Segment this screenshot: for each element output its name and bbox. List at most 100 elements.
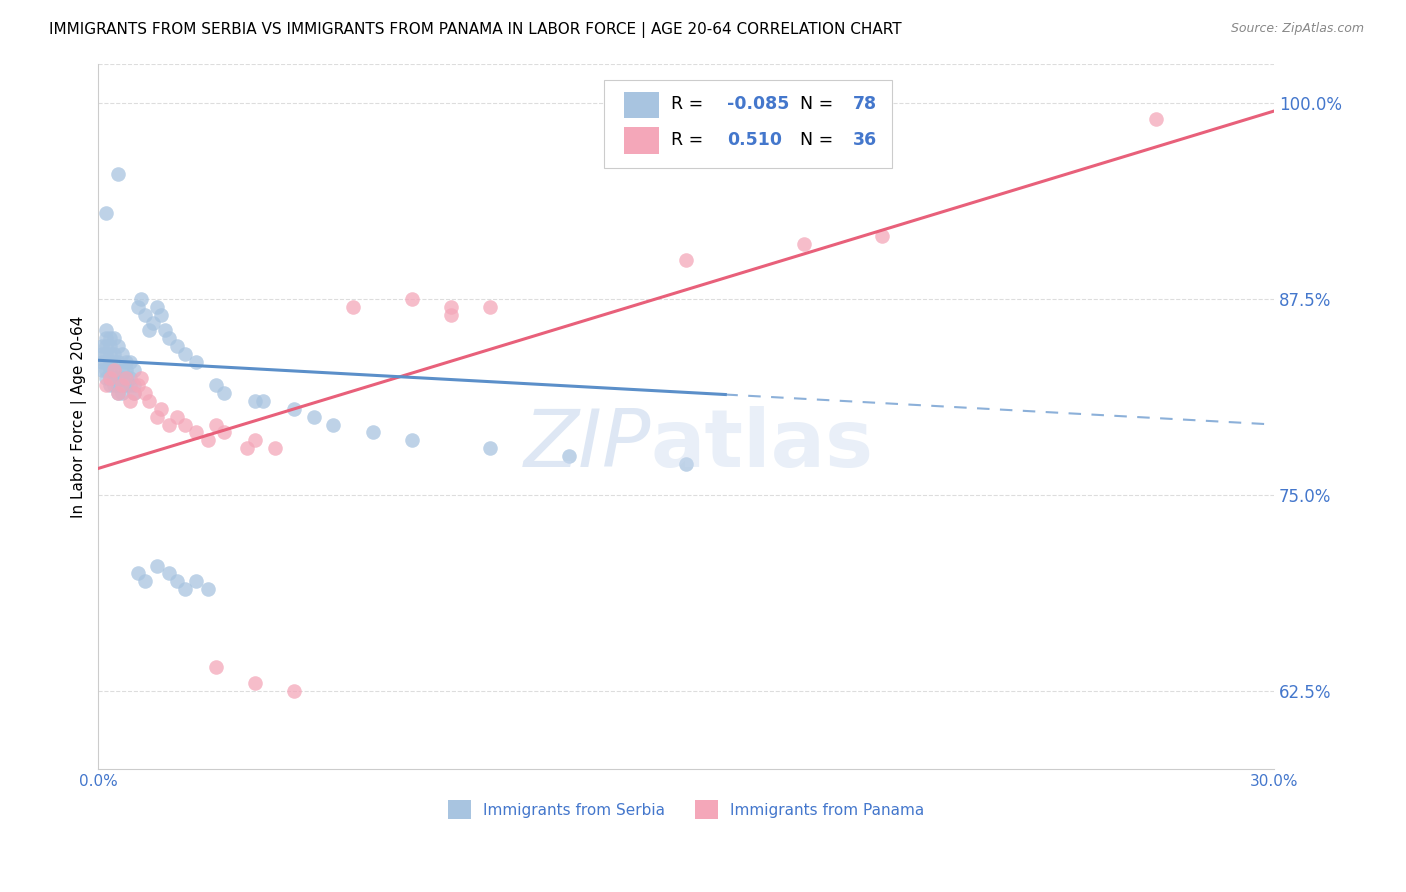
Point — [103, 355, 125, 369]
Point — [870, 229, 893, 244]
Point — [103, 362, 125, 376]
Point — [96, 331, 118, 345]
Point — [96, 370, 118, 384]
Point — [212, 425, 235, 440]
Point — [98, 362, 121, 376]
Bar — [624, 127, 659, 153]
Point — [118, 370, 141, 384]
Point — [212, 386, 235, 401]
Text: 36: 36 — [853, 130, 877, 149]
Point — [479, 441, 502, 455]
Point — [107, 355, 129, 369]
Point — [157, 417, 180, 432]
Point — [91, 339, 114, 353]
Point — [166, 574, 188, 589]
Point — [243, 394, 266, 409]
Point — [111, 378, 134, 392]
Text: ZIP: ZIP — [523, 406, 651, 483]
FancyBboxPatch shape — [603, 79, 891, 168]
Point — [96, 339, 118, 353]
Point — [197, 582, 219, 596]
Point — [322, 417, 344, 432]
Text: IMMIGRANTS FROM SERBIA VS IMMIGRANTS FROM PANAMA IN LABOR FORCE | AGE 20-64 CORR: IMMIGRANTS FROM SERBIA VS IMMIGRANTS FRO… — [49, 22, 901, 38]
Text: 78: 78 — [853, 95, 877, 113]
Text: R =: R = — [671, 95, 709, 113]
Legend: Immigrants from Serbia, Immigrants from Panama: Immigrants from Serbia, Immigrants from … — [441, 794, 931, 825]
Point — [150, 401, 173, 416]
Point — [98, 378, 121, 392]
Text: -0.085: -0.085 — [727, 95, 790, 113]
Point — [205, 378, 228, 392]
Point — [107, 386, 129, 401]
Point — [243, 433, 266, 447]
Point — [111, 378, 134, 392]
Point — [118, 355, 141, 369]
Point — [96, 378, 118, 392]
Point — [118, 378, 141, 392]
Point — [98, 370, 121, 384]
Point — [675, 457, 697, 471]
Point — [114, 362, 136, 376]
Point — [440, 308, 463, 322]
Point — [127, 378, 149, 392]
Point — [111, 386, 134, 401]
Point — [114, 370, 136, 384]
Point — [98, 370, 121, 384]
Point — [263, 441, 285, 455]
Point — [96, 362, 118, 376]
Point — [91, 362, 114, 376]
Point — [146, 300, 169, 314]
Point — [98, 339, 121, 353]
Text: 0.510: 0.510 — [727, 130, 782, 149]
Point — [166, 339, 188, 353]
Point — [122, 378, 145, 392]
Point — [107, 167, 129, 181]
Point — [138, 394, 160, 409]
Point — [1144, 112, 1167, 126]
Point — [103, 331, 125, 345]
Point — [111, 362, 134, 376]
Point — [114, 370, 136, 384]
Point — [122, 386, 145, 401]
Text: Source: ZipAtlas.com: Source: ZipAtlas.com — [1230, 22, 1364, 36]
Point — [122, 362, 145, 376]
Point — [157, 331, 180, 345]
Point — [134, 386, 156, 401]
Point — [342, 300, 364, 314]
Point — [127, 300, 149, 314]
Point — [122, 386, 145, 401]
Point — [96, 347, 118, 361]
Point — [138, 323, 160, 337]
Point — [252, 394, 274, 409]
Point — [440, 300, 463, 314]
Point — [186, 425, 208, 440]
Text: N =: N = — [800, 130, 839, 149]
Point — [103, 362, 125, 376]
Point — [107, 386, 129, 401]
Point — [557, 449, 579, 463]
Point — [96, 355, 118, 369]
Point — [111, 347, 134, 361]
Point — [98, 347, 121, 361]
Text: R =: R = — [671, 130, 709, 149]
Point — [146, 409, 169, 424]
Point — [103, 347, 125, 361]
Point — [205, 660, 228, 674]
Point — [114, 355, 136, 369]
Point — [134, 308, 156, 322]
Point — [401, 433, 423, 447]
Point — [479, 300, 502, 314]
Point — [173, 347, 195, 361]
Point — [98, 355, 121, 369]
Point — [186, 574, 208, 589]
Point — [793, 237, 815, 252]
Point — [236, 441, 259, 455]
Point — [107, 370, 129, 384]
Point — [131, 292, 153, 306]
Point — [283, 684, 305, 698]
Point — [96, 206, 118, 220]
Point — [173, 582, 195, 596]
Point — [98, 331, 121, 345]
Point — [118, 394, 141, 409]
Point — [197, 433, 219, 447]
